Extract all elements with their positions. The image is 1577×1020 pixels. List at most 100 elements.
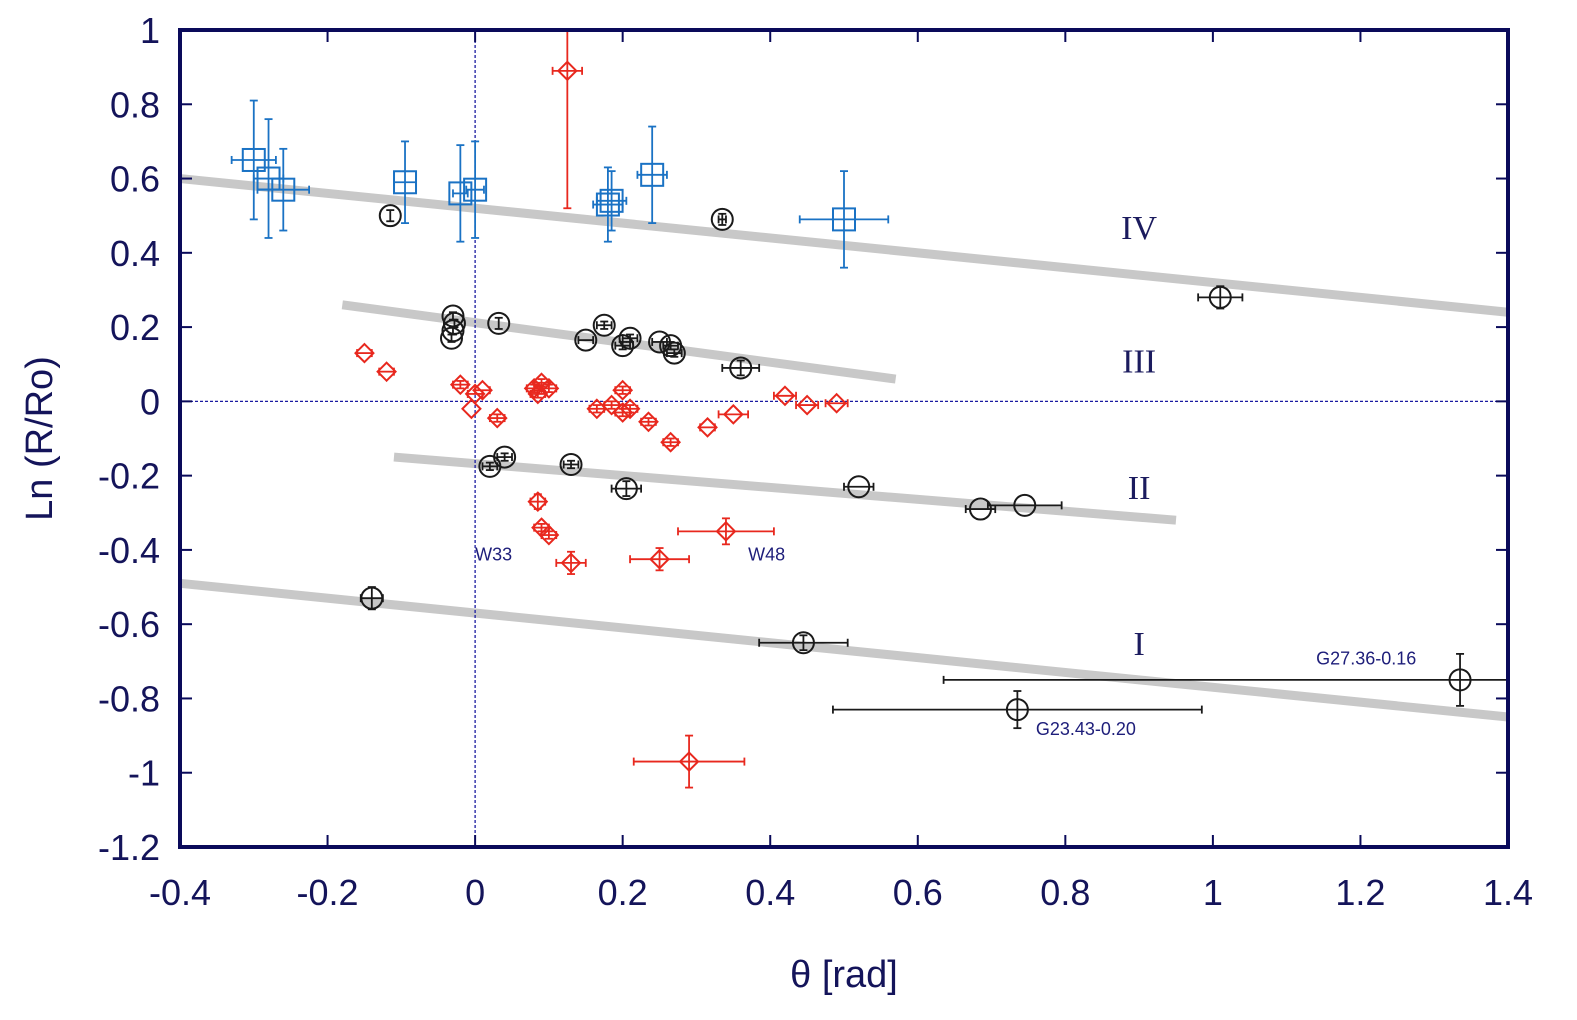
square-marker bbox=[271, 177, 296, 202]
x-axis-title: θ [rad] bbox=[790, 954, 898, 996]
diamond-marker bbox=[826, 392, 848, 414]
circle-marker bbox=[1448, 668, 1472, 692]
y-tick-label: 0 bbox=[140, 381, 160, 422]
diamond-marker bbox=[527, 491, 549, 513]
y-tick-label: 0.4 bbox=[110, 233, 160, 274]
diamond-marker bbox=[449, 374, 471, 396]
chart-text: -0.4 -0.2 0 0.2 0.4 0.6 0.8 1 1.2 1.4 1 0.8 0.6 0.4 0.… bbox=[98, 10, 1533, 913]
square-marker bbox=[393, 170, 418, 195]
diamond-marker bbox=[612, 402, 634, 423]
zero-lines bbox=[180, 30, 1508, 847]
diamond-marker bbox=[538, 377, 560, 399]
circle-marker bbox=[1005, 698, 1029, 722]
trend-line-II bbox=[393, 452, 1177, 525]
y-tick-label: -0.2 bbox=[98, 456, 160, 497]
circle-marker bbox=[378, 204, 402, 228]
axis-ticks bbox=[179, 29, 1509, 848]
diamond-marker bbox=[660, 431, 682, 453]
diamond-marker bbox=[619, 398, 641, 420]
region-label-I: I bbox=[1133, 626, 1144, 663]
circle-marker bbox=[360, 586, 384, 610]
x-tick-label: 1.4 bbox=[1483, 872, 1533, 913]
square-marker bbox=[599, 188, 624, 213]
x-tick-label: 0.8 bbox=[1040, 872, 1090, 913]
circle-marker bbox=[442, 311, 466, 335]
square-marker bbox=[640, 162, 665, 187]
diamond-marker bbox=[649, 548, 670, 570]
diamond-marker bbox=[472, 379, 493, 401]
annotation-label: W33 bbox=[475, 545, 512, 565]
diamond-marker bbox=[527, 383, 549, 405]
circle-marker bbox=[968, 497, 992, 521]
circle-marker bbox=[618, 326, 642, 350]
x-tick-label: -0.2 bbox=[297, 872, 359, 913]
square-marker bbox=[448, 181, 473, 206]
x-tick-label: 1 bbox=[1203, 872, 1223, 913]
annotation-label: W48 bbox=[748, 545, 785, 565]
diamond-marker bbox=[678, 751, 700, 773]
square-marker bbox=[832, 207, 856, 232]
diamond-marker bbox=[774, 385, 796, 407]
x-tick-label: -0.4 bbox=[149, 872, 211, 913]
diamond-marker bbox=[560, 552, 582, 574]
circle-marker bbox=[614, 477, 638, 501]
y-tick-label: 0.8 bbox=[110, 84, 160, 125]
circle-marker bbox=[592, 313, 616, 337]
y-tick-label: -1.2 bbox=[98, 827, 160, 868]
square-marker bbox=[463, 177, 488, 202]
x-tick-label: 1.2 bbox=[1335, 872, 1385, 913]
y-tick-label: 0.2 bbox=[110, 307, 160, 348]
circle-marker bbox=[662, 341, 686, 365]
region-label-II: II bbox=[1128, 470, 1151, 507]
data-markers bbox=[241, 60, 1472, 773]
circle-marker bbox=[487, 311, 511, 335]
circle-marker bbox=[710, 207, 734, 231]
y-axis-title: Ln (R/Ro) bbox=[19, 356, 61, 521]
circle-marker bbox=[791, 631, 815, 655]
y-tick-label: 0.6 bbox=[110, 159, 160, 200]
circle-marker bbox=[574, 328, 598, 352]
diamond-marker bbox=[612, 379, 634, 401]
annotation-label: G23.43-0.20 bbox=[1036, 719, 1136, 739]
circle-marker bbox=[1013, 493, 1037, 517]
y-tick-label: -1 bbox=[128, 753, 160, 794]
square-marker bbox=[241, 147, 266, 172]
diamond-marker bbox=[538, 524, 560, 546]
square-marker bbox=[595, 192, 620, 217]
annotation-label: G27.36-0.16 bbox=[1316, 649, 1416, 669]
y-tick-label: -0.6 bbox=[98, 604, 160, 645]
y-tick-label: -0.8 bbox=[98, 678, 160, 719]
x-tick-label: 0.2 bbox=[598, 872, 648, 913]
y-tick-label: -0.4 bbox=[98, 530, 160, 571]
circle-marker bbox=[648, 330, 672, 354]
y-tick-label: 1 bbox=[140, 10, 160, 51]
trend-line-I bbox=[179, 578, 1509, 722]
diamond-marker bbox=[697, 416, 718, 438]
diamond-marker bbox=[523, 377, 545, 399]
circle-marker bbox=[493, 445, 517, 469]
diamond-marker bbox=[461, 398, 482, 420]
circle-marker bbox=[441, 319, 465, 343]
circle-marker bbox=[611, 334, 635, 358]
diamond-marker bbox=[376, 361, 397, 383]
region-label-IV: IV bbox=[1121, 210, 1157, 247]
circle-marker bbox=[729, 356, 753, 380]
diamond-marker bbox=[638, 411, 659, 433]
x-tick-label: 0.4 bbox=[745, 872, 795, 913]
circle-marker bbox=[559, 452, 583, 476]
diamond-marker bbox=[796, 394, 818, 416]
diamond-marker bbox=[556, 60, 578, 82]
error-bars bbox=[230, 30, 1508, 789]
circle-marker bbox=[440, 326, 464, 350]
circle-marker bbox=[441, 304, 465, 328]
plot-frame bbox=[178, 28, 1510, 849]
x-tick-label: 0 bbox=[465, 872, 485, 913]
circle-marker bbox=[1208, 285, 1232, 309]
circle-marker bbox=[847, 475, 871, 499]
diamond-marker bbox=[601, 394, 623, 416]
diamond-marker bbox=[722, 403, 744, 425]
diamond-marker bbox=[715, 520, 737, 542]
region-label-III: III bbox=[1122, 344, 1156, 381]
x-tick-label: 0.6 bbox=[893, 872, 943, 913]
